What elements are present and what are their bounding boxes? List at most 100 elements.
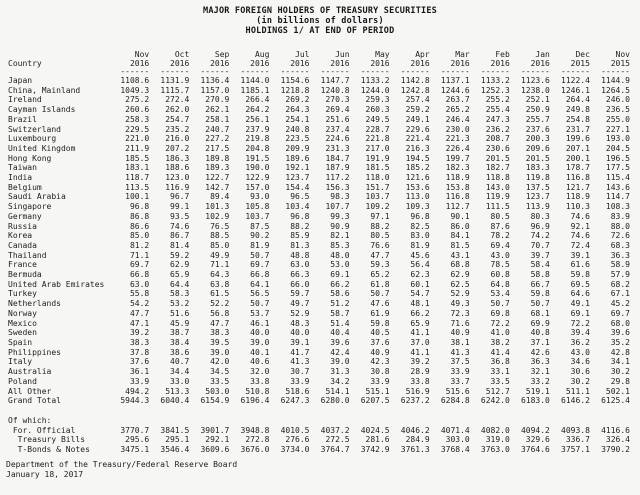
value-cell-12: 68.0 [610,318,630,328]
column-underline-4: ------ [280,68,310,76]
value-cell-10: 42.6 [530,347,550,357]
value-cell-1: 116.9 [165,182,190,192]
table-row: Sweden 39.2 38.7 38.3 40.0 40.0 40.4 40.5 41.1 40… [3,328,637,338]
value-cell-4: 269.2 [285,95,310,105]
country-cell: Treasury Bills [8,435,86,445]
country-cell: Korea [8,231,33,241]
value-cell-2: 3901.7 [200,425,230,435]
value-cell-11: 39.4 [570,328,590,338]
value-cell-8: 226.4 [445,143,470,153]
value-cell-6: 61.9 [370,308,390,318]
value-cell-9: 69.4 [490,240,510,250]
value-cell-9: 50.7 [490,299,510,309]
value-cell-9: 6242.0 [480,396,510,406]
value-cell-6: 109.2 [365,202,390,212]
value-cell-7: 4046.2 [400,425,430,435]
value-cell-6: 88.2 [370,221,390,231]
value-cell-7: 65.9 [410,318,430,328]
column-underline-7: ------ [400,68,430,76]
value-cell-9: 41.0 [490,328,510,338]
value-cell-5: 51.2 [330,299,350,309]
value-cell-12: 236.5 [605,105,630,115]
value-cell-6: 260.3 [365,105,390,115]
value-cell-6: 181.5 [365,163,390,173]
value-cell-9: 72.2 [490,318,510,328]
value-cell-6: 33.9 [370,376,390,386]
column-header-month-7: Apr [415,50,430,59]
value-cell-6: 47.6 [370,299,390,309]
value-cell-11: 74.6 [570,231,590,241]
value-cell-4: 3734.0 [280,445,310,455]
value-cell-7: 1142.8 [400,76,430,85]
value-cell-2: 217.5 [205,143,230,153]
value-cell-2: 56.8 [210,308,230,318]
value-cell-5: 231.3 [325,143,350,153]
value-cell-9: 111.5 [485,202,510,212]
value-cell-0: 5944.3 [120,396,150,406]
value-cell-3: 40.1 [250,347,270,357]
value-cell-5: 85.3 [330,240,350,250]
table-row: Luxembourg 221.0 216.0 227.2 219.8 223.5 224.6… [3,134,637,144]
value-cell-9: 512.7 [485,386,510,396]
value-cell-3: 3948.8 [240,425,270,435]
value-cell-4: 39.1 [290,337,310,347]
value-cell-7: 81.9 [410,240,430,250]
value-cell-12: 502.1 [605,386,630,396]
value-cell-3: 50.7 [250,250,270,260]
value-cell-1: 188.6 [165,163,190,173]
value-cell-3: 32.0 [250,367,270,377]
value-cell-1: 86.7 [170,231,190,241]
value-cell-10: 3764.6 [520,445,550,455]
value-cell-9: 33.1 [490,367,510,377]
value-cell-8: 3768.4 [440,445,470,455]
value-cell-5: 269.4 [325,105,350,115]
value-cell-4: 209.9 [285,143,310,153]
value-cell-12: 227.1 [605,124,630,134]
country-cell: Turkey [8,289,37,299]
value-cell-5: 69.1 [330,270,350,280]
value-cell-7: 41.1 [410,347,430,357]
value-cell-1: 254.7 [165,114,190,124]
value-cell-8: 43.1 [450,250,470,260]
value-cell-2: 1157.0 [200,85,230,95]
country-cell: T-Bonds & Notes [8,445,90,455]
value-cell-8: 90.1 [450,211,470,221]
table-row: Ireland 275.2 272.4 270.9 266.4 269.2 270.3 259… [3,95,637,105]
value-cell-12: 177.5 [605,163,630,173]
column-header-month-10: Jan [535,50,550,59]
value-cell-0: 63.0 [129,279,150,289]
table-row: Spain 38.3 38.4 39.5 39.0 39.1 39.6 37.6 37.0 38.… [3,338,637,348]
value-cell-11: 6146.2 [561,396,590,406]
value-cell-5: 4037.2 [320,425,350,435]
value-cell-6: 61.8 [370,279,390,289]
value-cell-1: 51.6 [170,308,190,318]
value-cell-2: 39.0 [210,347,230,357]
value-cell-4: 33.9 [290,376,310,386]
value-cell-5: 58.6 [330,289,350,299]
value-cell-7: 194.5 [405,153,430,163]
value-cell-5: 42.4 [330,347,350,357]
value-cell-4: 6247.3 [280,396,310,406]
value-cell-3: 190.0 [245,163,270,173]
header-underline-row: ------ ------ ------ ------ ------ ------ ----… [3,68,637,76]
country-cell: Cayman Islands [8,105,76,115]
value-cell-12: 39.6 [610,328,630,338]
column-header-month-1: Oct [174,50,190,59]
header-year-row: Country 2016 2016 2016 2016 2016 2016 2016 2016 2… [3,59,637,68]
value-cell-10: 237.6 [525,124,550,134]
value-cell-3: 219.8 [245,134,270,144]
value-cell-1: 99.1 [170,202,190,212]
value-cell-3: 1185.1 [240,85,270,95]
value-cell-4: 154.4 [285,182,310,192]
country-cell: Grand Total [8,396,61,406]
value-cell-0: 211.9 [125,143,150,153]
country-cell: For. Official [8,425,76,435]
value-cell-5: 40.4 [330,328,350,338]
country-cell: Japan [8,76,33,85]
of-which-row: T-Bonds & Notes 3475.1 3546.4 3609.6 3676.0 3… [3,445,637,455]
column-header-month-11: Dec [575,50,590,59]
value-cell-8: 303.0 [445,435,470,445]
value-cell-2: 38.3 [210,328,230,338]
table-row: Brazil 258.3 254.7 258.1 256.1 254.1 251.6 249.… [3,115,637,125]
value-cell-0: 295.6 [125,435,150,445]
